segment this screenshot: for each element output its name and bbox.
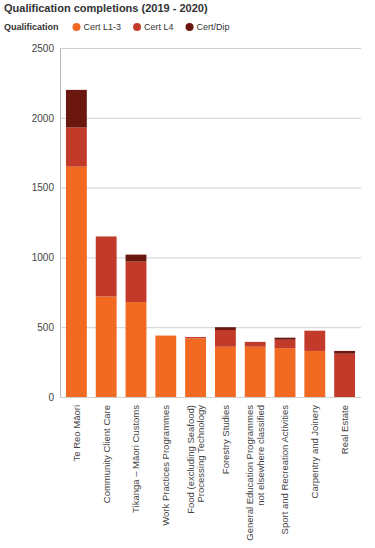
y-tick: 2500 xyxy=(32,43,361,54)
legend-swatch xyxy=(186,23,194,31)
x-axis: Te Reo Māori Community Client Care Tikanga… xyxy=(71,405,350,541)
bar xyxy=(275,338,296,340)
bar xyxy=(275,340,296,348)
x-tick-label: Te Reo Māori xyxy=(71,405,82,462)
bar xyxy=(126,255,147,262)
y-tick-label: 500 xyxy=(37,322,54,333)
chart: Qualification completions (2019 - 2020) Q… xyxy=(0,0,375,548)
bar xyxy=(155,335,176,336)
bar xyxy=(126,302,147,397)
bar xyxy=(155,335,176,336)
series xyxy=(66,128,355,397)
y-tick-label: 0 xyxy=(48,392,54,403)
y-tick-label: 2000 xyxy=(32,113,55,124)
y-axis: 0 500 1000 1500 2000 2500 xyxy=(32,43,361,403)
bar xyxy=(275,348,296,397)
bar xyxy=(126,262,147,302)
legend-label: Cert L4 xyxy=(144,22,174,32)
x-tick-label: Food (excluding Seafood)Processing Techn… xyxy=(185,405,206,514)
y-tick-label: 1500 xyxy=(32,182,55,193)
legend-swatch xyxy=(133,23,141,31)
x-tick-label: Real Estate xyxy=(339,405,350,454)
grid-line xyxy=(60,48,361,49)
legend: Qualification Cert L1-3 Cert L4 Cert/Dip xyxy=(4,22,230,32)
bar xyxy=(66,167,87,397)
bar xyxy=(304,330,325,331)
legend-label: Cert L1-3 xyxy=(84,22,122,32)
bar xyxy=(215,330,236,347)
grid-line xyxy=(60,188,361,189)
x-tick-label: Forestry Studies xyxy=(220,405,231,474)
y-tick-label: 1000 xyxy=(32,252,55,263)
series xyxy=(66,90,355,354)
x-tick-label: Carpentry and Joinery xyxy=(309,405,320,499)
series xyxy=(66,167,325,397)
bar xyxy=(96,236,117,296)
bar xyxy=(334,354,355,397)
bar xyxy=(245,347,266,397)
legend-title: Qualification xyxy=(4,22,59,32)
x-tick-label: Community Client Care xyxy=(101,405,112,503)
bar xyxy=(185,337,206,338)
grid-line xyxy=(60,397,361,398)
bars xyxy=(66,90,355,397)
bar xyxy=(155,336,176,397)
bar xyxy=(185,338,206,397)
bar xyxy=(215,327,236,330)
y-axis-line xyxy=(61,49,362,398)
bar xyxy=(185,336,206,337)
bar xyxy=(245,341,266,342)
x-tick-label: Tikanga – Māori Customs xyxy=(130,405,141,513)
bar xyxy=(304,331,325,351)
y-tick-label: 2500 xyxy=(32,43,55,54)
x-tick-label: General Education Programmesnot elsewher… xyxy=(244,405,265,541)
bar xyxy=(334,351,355,354)
bar xyxy=(215,347,236,397)
bar xyxy=(96,296,117,397)
legend-swatch xyxy=(73,23,81,31)
plot: 0 500 1000 1500 2000 2500 Te Reo Māori Communit… xyxy=(32,43,361,541)
grid-line xyxy=(60,118,361,119)
legend-label: Cert/Dip xyxy=(197,22,230,32)
bar xyxy=(304,351,325,397)
bar xyxy=(66,90,87,128)
title: Qualification completions (2019 - 2020) xyxy=(4,2,208,14)
bar xyxy=(66,128,87,167)
bar xyxy=(96,236,117,237)
bar xyxy=(245,342,266,347)
x-tick-label: Sport and Recreation Activities xyxy=(279,405,290,535)
x-tick-label: Work Practices Programmes xyxy=(160,405,171,526)
